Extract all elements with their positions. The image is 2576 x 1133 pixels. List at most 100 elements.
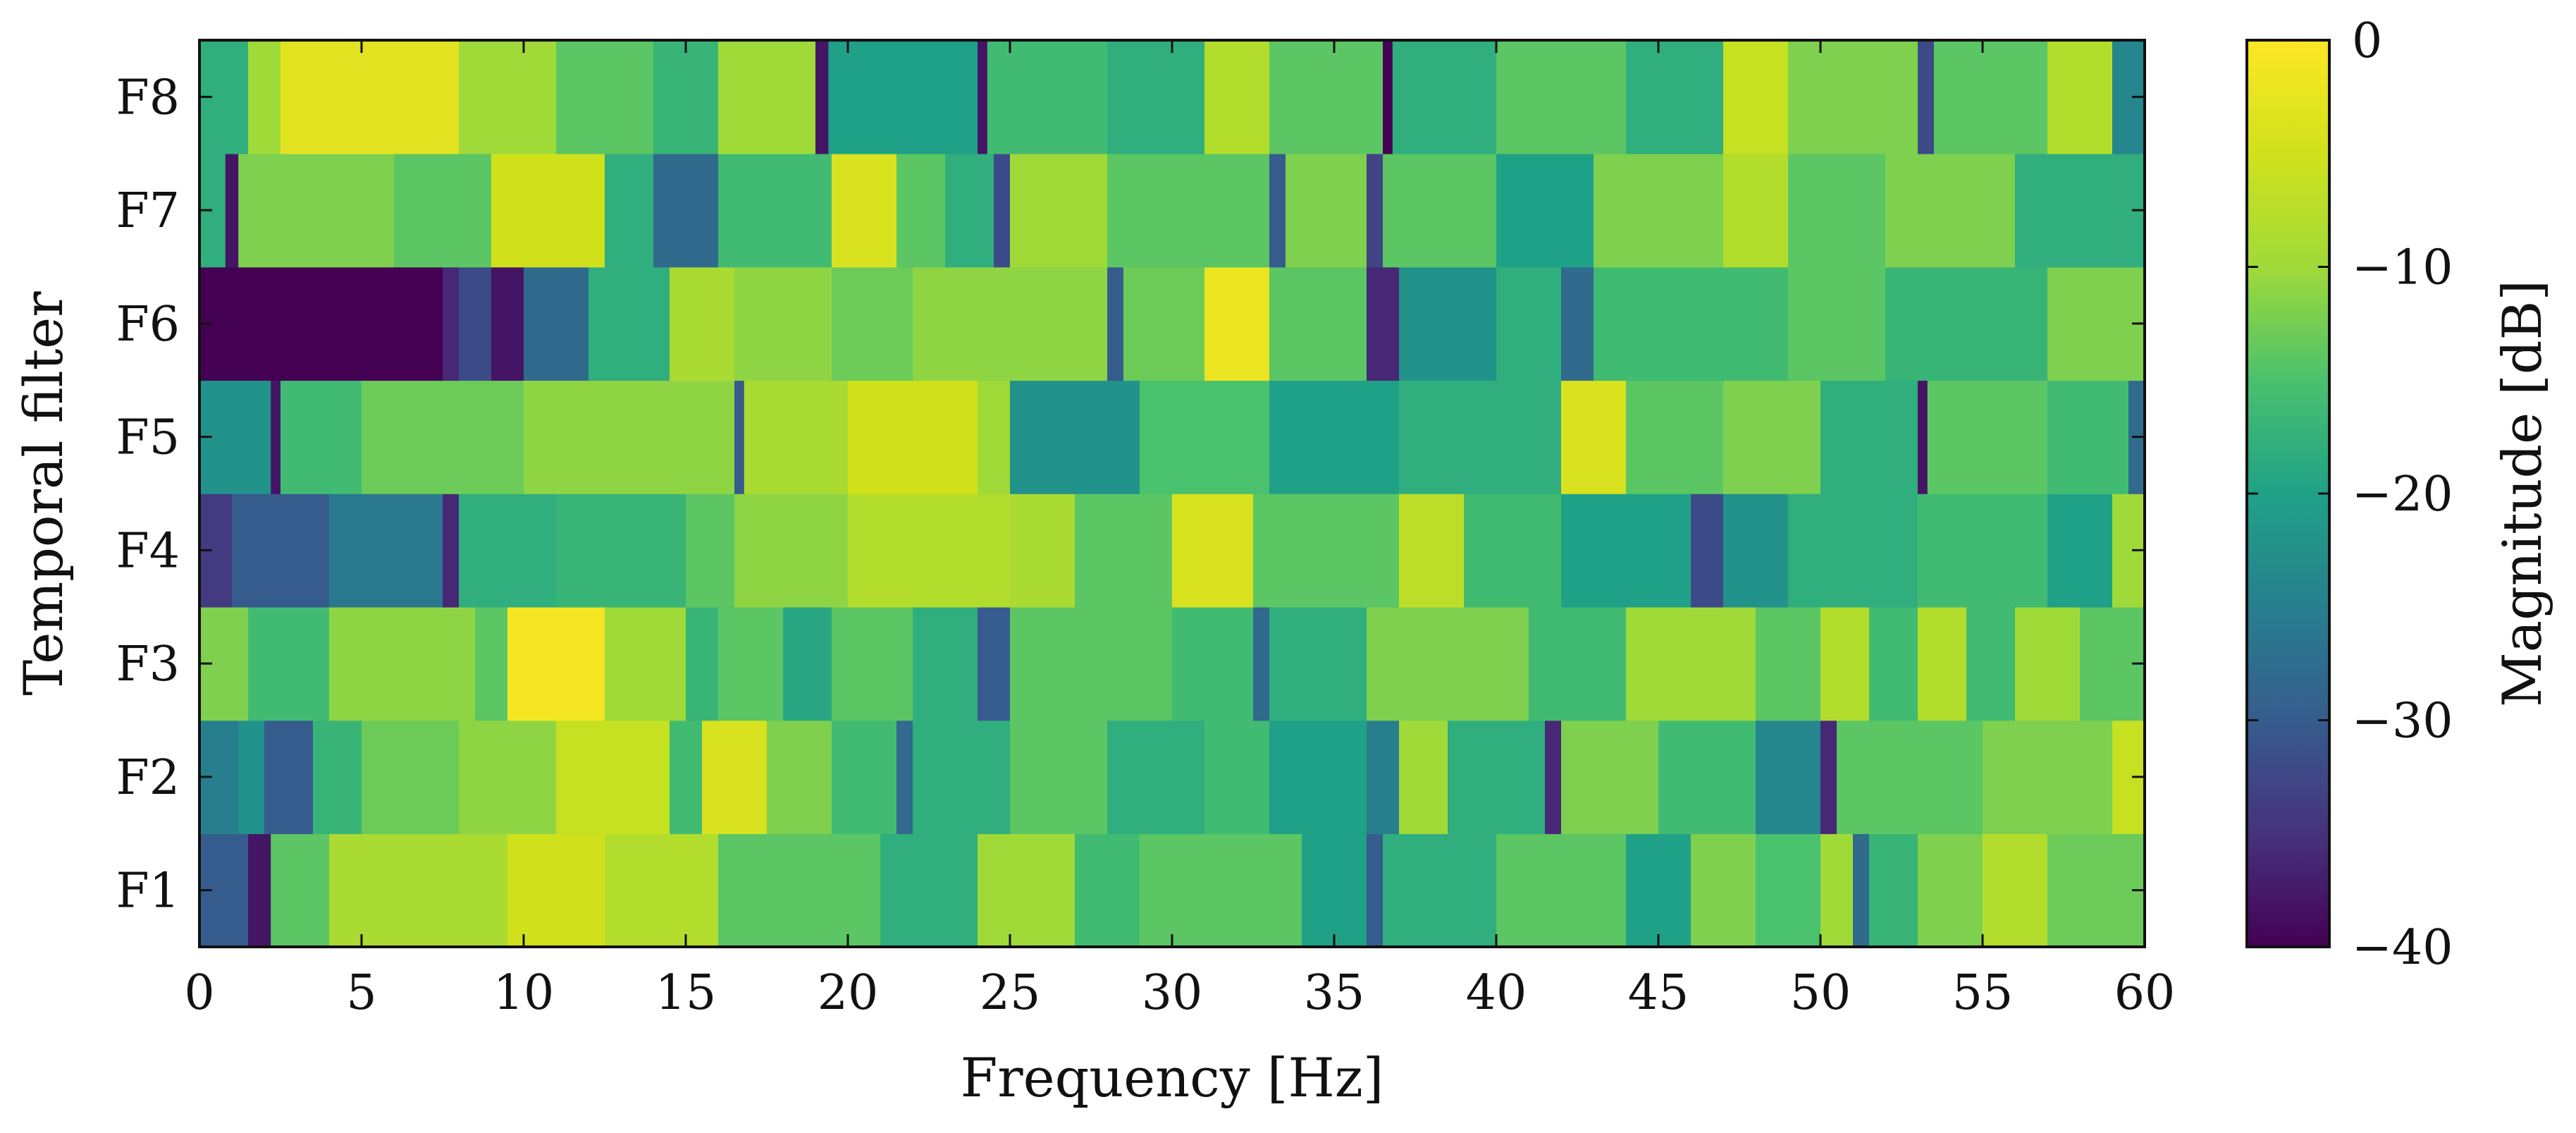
colorbar-tick-label: −10 bbox=[2352, 240, 2453, 296]
heatmap-cell bbox=[1204, 720, 1270, 835]
heatmap-cell bbox=[1269, 380, 1400, 494]
heatmap-cell bbox=[2047, 267, 2145, 381]
x-tick-label: 35 bbox=[1304, 965, 1365, 1021]
heatmap-cell bbox=[1075, 833, 1140, 948]
heatmap-cell bbox=[459, 494, 557, 608]
heatmap-cell bbox=[1367, 267, 1400, 381]
heatmap-cell bbox=[718, 833, 881, 948]
heatmap-cell bbox=[828, 40, 978, 154]
heatmap-cell bbox=[1107, 267, 1124, 381]
colorbar-tick-label: 0 bbox=[2352, 13, 2382, 69]
heatmap-cell bbox=[248, 40, 281, 154]
heatmap-cell bbox=[1918, 606, 1967, 721]
heatmap-cell bbox=[1383, 833, 1497, 948]
heatmap-cell bbox=[978, 40, 988, 154]
heatmap-cell bbox=[670, 267, 735, 381]
heatmap-cell bbox=[1756, 833, 1821, 948]
y-tick-label: F4 bbox=[116, 523, 180, 579]
heatmap-cell bbox=[1367, 833, 1383, 948]
heatmap-cell bbox=[1269, 720, 1367, 835]
heatmap-cell bbox=[605, 833, 719, 948]
heatmap-cell bbox=[605, 153, 654, 268]
heatmap-cell bbox=[1204, 40, 1270, 154]
x-tick-label: 25 bbox=[980, 965, 1041, 1021]
heatmap-cell bbox=[1723, 40, 1789, 154]
heatmap-cell bbox=[362, 380, 524, 494]
heatmap-cell bbox=[2047, 380, 2129, 494]
heatmap-cell bbox=[913, 267, 1108, 381]
x-tick-label: 60 bbox=[2114, 965, 2176, 1021]
heatmap-cell bbox=[1383, 40, 1393, 154]
heatmap-cell bbox=[1107, 153, 1270, 268]
heatmap-cell bbox=[1869, 833, 1918, 948]
heatmap-cell bbox=[783, 606, 832, 721]
heatmap-cell bbox=[507, 833, 605, 948]
heatmap-cell bbox=[1788, 40, 1918, 154]
heatmap-cell bbox=[913, 720, 1011, 835]
heatmap-cell bbox=[443, 494, 460, 608]
heatmap-cell bbox=[815, 40, 830, 154]
y-axis-label: Temporal filter bbox=[12, 291, 75, 696]
heatmap-cell bbox=[1107, 720, 1205, 835]
heatmap-cell bbox=[945, 153, 994, 268]
y-tick-label: F7 bbox=[116, 183, 180, 239]
heatmap-cell bbox=[1885, 153, 2016, 268]
heatmap-cell bbox=[1253, 606, 1270, 721]
heatmap-cell bbox=[313, 720, 362, 835]
heatmap-cell bbox=[653, 40, 719, 154]
heatmap-cell bbox=[394, 153, 492, 268]
heatmap-cell bbox=[686, 494, 735, 608]
heatmap-cell bbox=[225, 153, 239, 268]
heatmap-cell bbox=[978, 833, 1076, 948]
y-tick-label: F8 bbox=[116, 70, 180, 125]
heatmap-cell bbox=[1885, 267, 2048, 381]
heatmap-cell bbox=[832, 720, 897, 835]
heatmap-cell bbox=[1756, 720, 1821, 835]
x-tick-label: 20 bbox=[818, 965, 879, 1021]
heatmap-cell bbox=[1496, 267, 1562, 381]
heatmap-cell bbox=[556, 720, 670, 835]
heatmap-cell bbox=[767, 720, 832, 835]
heatmap-cell bbox=[1691, 494, 1724, 608]
heatmap-cell bbox=[832, 606, 913, 721]
heatmap-cell bbox=[507, 606, 605, 721]
heatmap-cell bbox=[1983, 720, 2113, 835]
heatmap-cell bbox=[1561, 267, 1594, 381]
heatmap-cell bbox=[734, 494, 849, 608]
heatmap-cell bbox=[1496, 833, 1627, 948]
heatmap-cell bbox=[1269, 40, 1383, 154]
heatmap-cell bbox=[1723, 380, 1821, 494]
heatmap-cell bbox=[1820, 720, 1837, 835]
heatmap-cell bbox=[1918, 40, 1935, 154]
heatmap-cell bbox=[1983, 833, 2048, 948]
colorbar-tick-label: −20 bbox=[2352, 467, 2453, 522]
heatmap-cell bbox=[734, 380, 745, 494]
heatmap-cell bbox=[475, 606, 508, 721]
heatmap-cell bbox=[1918, 380, 1928, 494]
heatmap-cell bbox=[264, 720, 314, 835]
heatmap-cell bbox=[1788, 494, 1918, 608]
heatmap-cell bbox=[1788, 267, 1886, 381]
x-tick-label: 15 bbox=[655, 965, 717, 1021]
heatmap-cell bbox=[588, 267, 670, 381]
heatmap-cell bbox=[491, 267, 524, 381]
heatmap-cell bbox=[491, 153, 605, 268]
heatmap-cell bbox=[443, 267, 460, 381]
heatmap-cell bbox=[734, 267, 832, 381]
heatmap-cell bbox=[2047, 833, 2145, 948]
heatmap-cell bbox=[832, 153, 897, 268]
heatmap-cell bbox=[459, 267, 492, 381]
heatmap-cell bbox=[1392, 40, 1497, 154]
x-tick-label: 10 bbox=[493, 965, 555, 1021]
heatmap-cell bbox=[199, 267, 443, 381]
heatmap-cell bbox=[1253, 494, 1400, 608]
heatmap-cell bbox=[1723, 153, 1789, 268]
heatmap-cell bbox=[1820, 606, 1870, 721]
heatmap-cell bbox=[238, 153, 395, 268]
heatmap-cell bbox=[1561, 494, 1691, 608]
heatmap-cell bbox=[987, 40, 1108, 154]
heatmap-cell bbox=[686, 606, 719, 721]
heatmap-cell bbox=[238, 720, 265, 835]
heatmap-cell bbox=[1448, 720, 1546, 835]
